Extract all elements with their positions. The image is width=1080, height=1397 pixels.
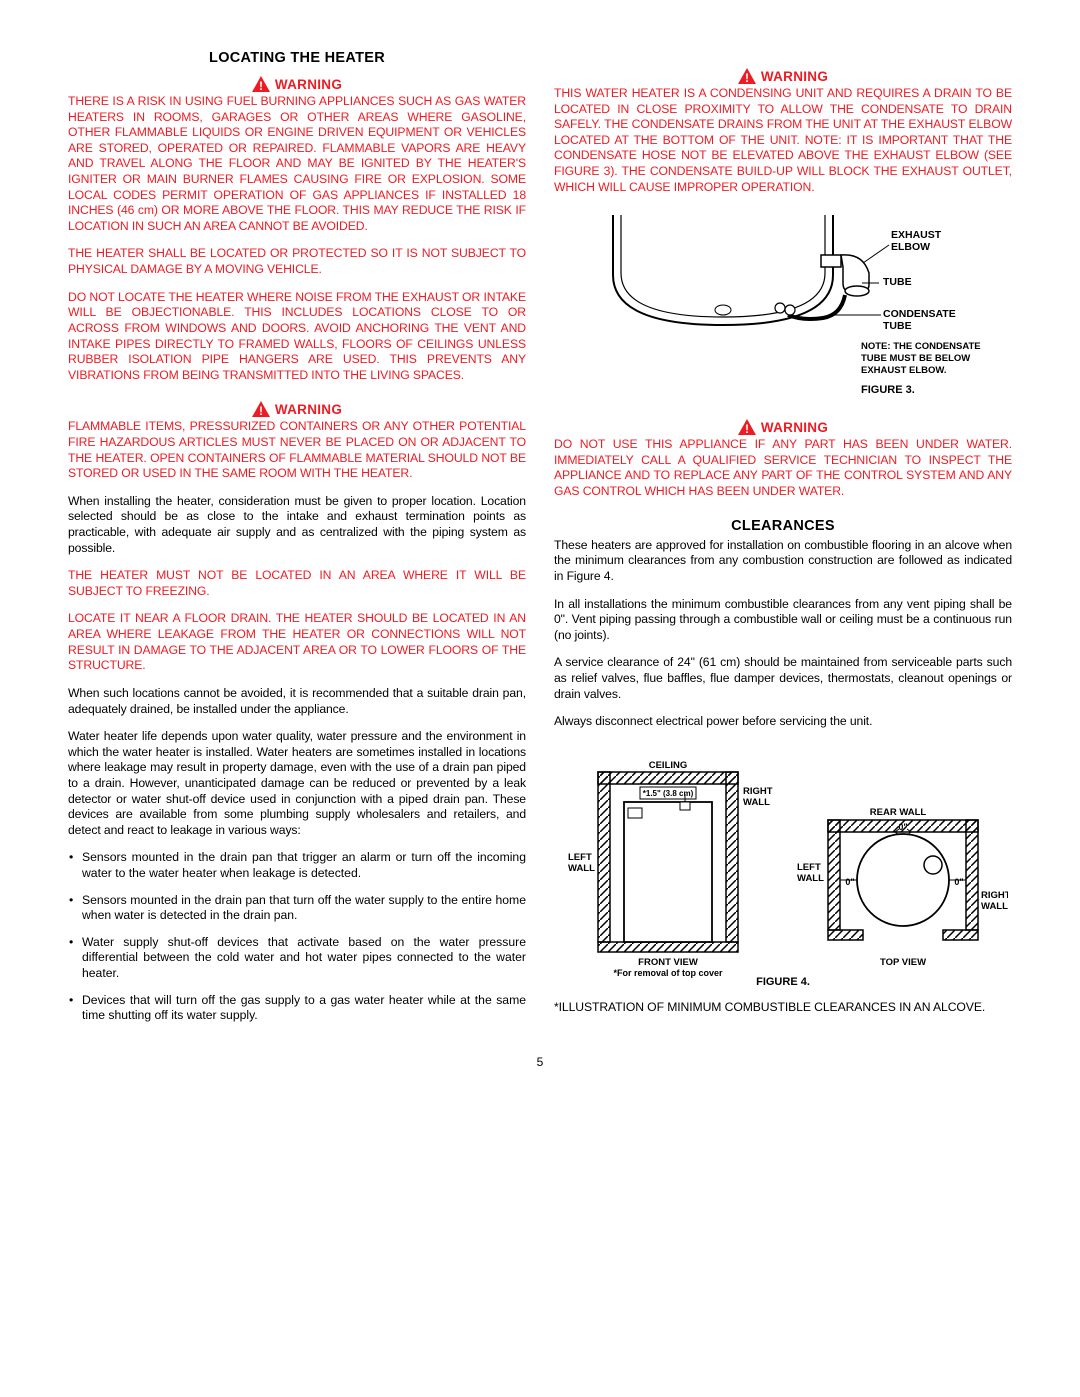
svg-text:CONDENSATE: CONDENSATE: [883, 308, 956, 320]
svg-text:NOTE: THE CONDENSATE: NOTE: THE CONDENSATE: [861, 341, 981, 352]
svg-text:LEFT: LEFT: [568, 852, 592, 863]
svg-text:!: !: [745, 422, 749, 435]
list-item: Devices that will turn off the gas suppl…: [82, 993, 526, 1024]
warning-label: WARNING: [275, 402, 342, 417]
svg-text:0": 0": [898, 822, 907, 832]
svg-text:FRONT VIEW: FRONT VIEW: [638, 957, 698, 968]
svg-text:TOP VIEW: TOP VIEW: [880, 957, 926, 968]
warning-label: WARNING: [761, 420, 828, 435]
warning-header-4: ! WARNING: [554, 419, 1012, 435]
svg-text:WALL: WALL: [981, 901, 1008, 912]
svg-text:WALL: WALL: [797, 873, 824, 884]
body-paragraph: Water heater life depends upon water qua…: [68, 729, 526, 838]
svg-text:RIGHT: RIGHT: [743, 786, 773, 797]
warning-paragraph: FLAMMABLE ITEMS, PRESSURIZED CONTAINERS …: [68, 419, 526, 481]
warning-paragraph: THE HEATER SHALL BE LOCATED OR PROTECTED…: [68, 246, 526, 277]
bullet-list: Sensors mounted in the drain pan that tr…: [68, 850, 526, 1034]
svg-text:TUBE: TUBE: [883, 276, 912, 288]
warning-triangle-icon: !: [738, 419, 756, 435]
warning-header-2: ! WARNING: [68, 401, 526, 417]
svg-text:!: !: [259, 404, 263, 417]
warning-paragraph: DO NOT LOCATE THE HEATER WHERE NOISE FRO…: [68, 290, 526, 384]
warning-paragraph: DO NOT USE THIS APPLIANCE IF ANY PART HA…: [554, 437, 1012, 499]
svg-text:0": 0": [954, 877, 963, 887]
svg-text:EXHAUST ELBOW.: EXHAUST ELBOW.: [861, 365, 947, 376]
svg-text:TUBE: TUBE: [883, 320, 912, 332]
warning-paragraph: THERE IS A RISK IN USING FUEL BURNING AP…: [68, 94, 526, 234]
body-paragraph: *ILLUSTRATION OF MINIMUM COMBUSTIBLE CLE…: [554, 1000, 1012, 1016]
warning-label: WARNING: [761, 69, 828, 84]
warning-triangle-icon: !: [252, 76, 270, 92]
warning-paragraph: LOCATE IT NEAR A FLOOR DRAIN. THE HEATER…: [68, 611, 526, 673]
list-item: Sensors mounted in the drain pan that tu…: [82, 893, 526, 924]
page-number: 5: [68, 1055, 1012, 1069]
svg-text:0": 0": [845, 877, 854, 887]
svg-text:!: !: [259, 79, 263, 92]
body-paragraph: In all installations the minimum combust…: [554, 597, 1012, 644]
svg-text:TUBE MUST BE BELOW: TUBE MUST BE BELOW: [861, 353, 970, 364]
warning-header-3: ! WARNING: [554, 68, 1012, 84]
locating-heater-title: LOCATING THE HEATER: [68, 50, 526, 66]
body-paragraph: When such locations cannot be avoided, i…: [68, 686, 526, 717]
svg-text:WALL: WALL: [743, 797, 770, 808]
svg-text:CEILING: CEILING: [649, 760, 688, 771]
body-paragraph: When installing the heater, consideratio…: [68, 494, 526, 556]
left-column: LOCATING THE HEATER ! WARNING THERE IS A…: [68, 50, 526, 1035]
figure-3-caption: FIGURE 3.: [861, 384, 915, 396]
svg-text:RIGHT: RIGHT: [981, 890, 1008, 901]
svg-text:REAR WALL: REAR WALL: [870, 807, 927, 818]
clearances-title: CLEARANCES: [554, 518, 1012, 534]
figure-4: CEILING *1.5" (3.8 cm): [554, 750, 1012, 990]
warning-triangle-icon: !: [738, 68, 756, 84]
warning-triangle-icon: !: [252, 401, 270, 417]
figure-3-svg: EXHAUST ELBOW TUBE CONDENSATE TUBE NOTE:…: [573, 215, 993, 405]
svg-text:ELBOW: ELBOW: [891, 241, 930, 253]
svg-text:*For removal of top cover: *For removal of top cover: [613, 968, 723, 978]
svg-text:*1.5" (3.8 cm): *1.5" (3.8 cm): [643, 789, 694, 798]
figure-3: EXHAUST ELBOW TUBE CONDENSATE TUBE NOTE:…: [554, 215, 1012, 405]
figure-4-caption: FIGURE 4.: [756, 976, 810, 988]
body-paragraph: A service clearance of 24" (61 cm) shoul…: [554, 655, 1012, 702]
body-paragraph: These heaters are approved for installat…: [554, 538, 1012, 585]
warning-paragraph: THIS WATER HEATER IS A CONDENSING UNIT A…: [554, 86, 1012, 195]
warning-header-1: ! WARNING: [68, 76, 526, 92]
svg-text:WALL: WALL: [568, 863, 595, 874]
warning-label: WARNING: [275, 77, 342, 92]
list-item: Sensors mounted in the drain pan that tr…: [82, 850, 526, 881]
svg-text:!: !: [745, 71, 749, 84]
warning-paragraph: THE HEATER MUST NOT BE LOCATED IN AN ARE…: [68, 568, 526, 599]
body-paragraph: Always disconnect electrical power befor…: [554, 714, 1012, 730]
figure-4-svg: CEILING *1.5" (3.8 cm): [558, 750, 1008, 990]
right-column: ! WARNING THIS WATER HEATER IS A CONDENS…: [554, 50, 1012, 1035]
list-item: Water supply shut-off devices that activ…: [82, 935, 526, 982]
page-content: LOCATING THE HEATER ! WARNING THERE IS A…: [68, 50, 1012, 1035]
svg-text:LEFT: LEFT: [797, 862, 821, 873]
fig3-exhaust-label: EXHAUST: [891, 229, 942, 241]
